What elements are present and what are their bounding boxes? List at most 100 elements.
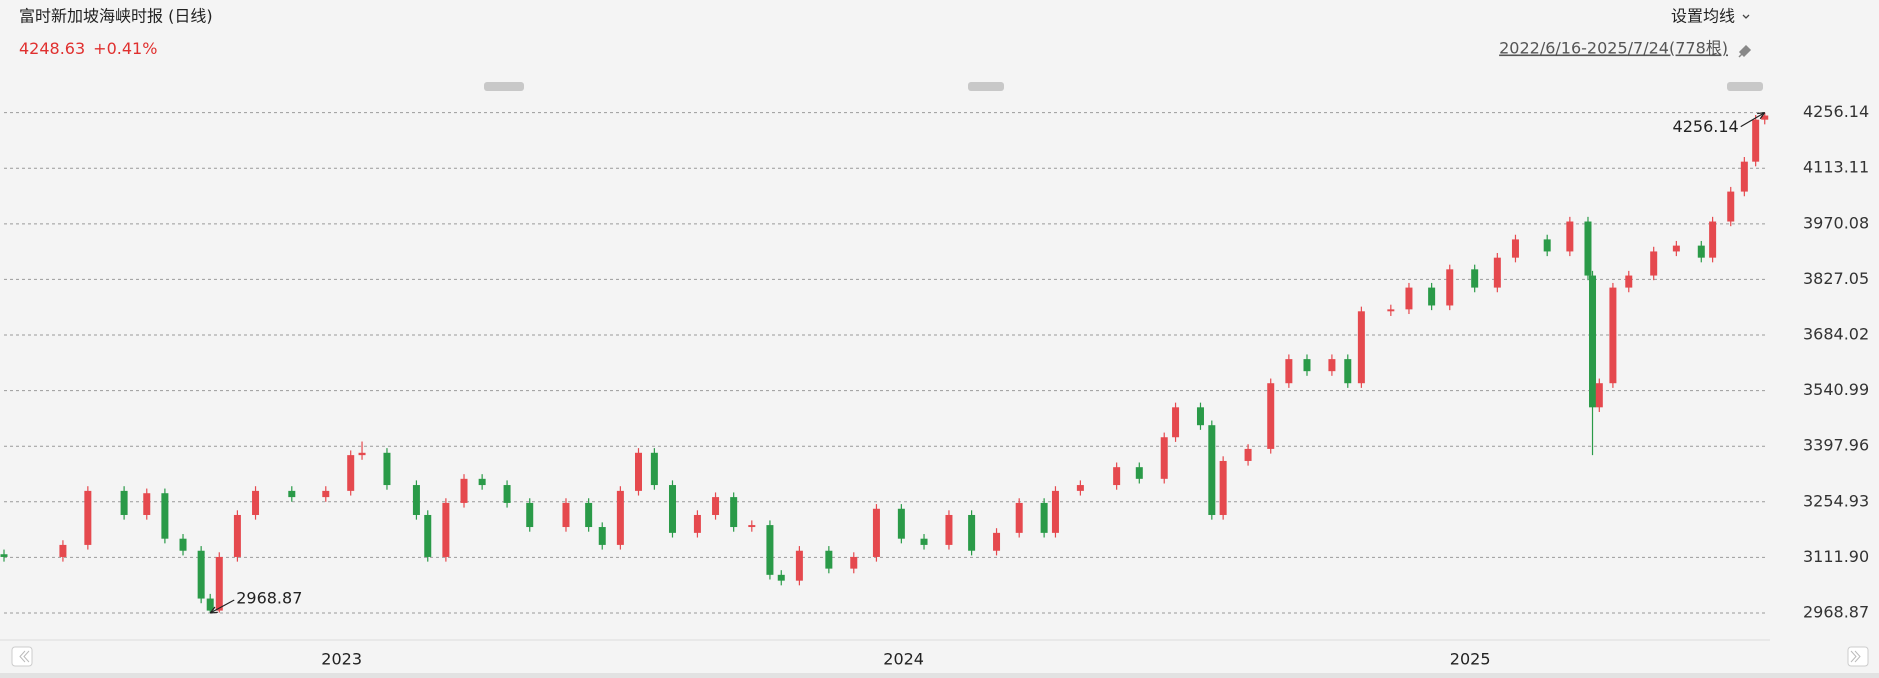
ma-button[interactable]: 设置均线 [1671,7,1735,26]
candle-body [1344,359,1352,384]
candle-body [730,497,738,528]
candle-body [526,502,534,528]
candle-body [920,538,928,545]
candle-body [1493,257,1501,288]
candle-body [1303,359,1311,372]
candle-body [993,532,1001,551]
candle-body [1244,448,1252,461]
candle-body [215,556,223,611]
candle-body [1357,311,1365,384]
candle-body [1405,287,1413,310]
candle-body [1076,485,1084,491]
candle-body [1589,275,1597,408]
candle-body [1761,115,1769,120]
candle-body [850,556,858,569]
candle-body [503,485,511,503]
candle-body [598,527,606,545]
candle-body [668,485,676,533]
y-tick-label: 3397.96 [1803,436,1869,455]
candle-body [460,478,468,503]
candle-body [424,514,432,557]
candle-body [766,525,774,575]
candle-body [1446,269,1454,306]
candle-body [693,514,701,533]
candle-body [795,550,803,581]
candle-body [1584,221,1592,276]
annotation-arrowhead [1757,112,1766,120]
scroll-right-icon [1850,650,1861,663]
candle-body [412,485,420,515]
chart-title: 富时新加坡海峡时报 (日线) [19,7,213,26]
y-tick-label: 2968.87 [1803,602,1869,621]
candle-body [1135,467,1143,479]
candle-body [1219,460,1227,515]
candle-body [347,455,355,491]
candle-body [120,490,128,515]
candle-body [478,478,486,486]
candle-body [383,452,391,486]
candle-body [143,493,151,515]
candle-body [161,493,169,539]
candle-body [1172,407,1180,438]
scroll-left[interactable] [11,646,33,667]
candle-body [1428,287,1436,306]
candle-body [1051,490,1059,533]
candle-body [1672,245,1680,252]
annotation-arrowhead [209,606,218,614]
candle-body [777,574,785,581]
candle-body [1387,309,1395,312]
annotation-label: 4256.14 [1673,117,1739,136]
x-tick-label: 2023 [321,650,362,669]
candle-body [1196,407,1204,426]
candle-body [1650,251,1658,276]
date-range[interactable]: 2022/6/16-2025/7/24(778根) [1499,39,1728,58]
candle-body [358,452,366,456]
candle-body [322,490,330,498]
candle-body [0,554,8,557]
candle-body [1015,502,1023,533]
scroll-left-icon [19,650,30,663]
pin-icon[interactable] [1738,44,1752,58]
change: +0.41% [93,39,157,58]
candle-body [945,514,953,545]
candle-body [616,490,624,545]
candle-body [1752,119,1760,162]
candle-body [968,514,976,551]
candle-body [748,525,756,528]
candle-body [1740,161,1748,192]
candle-body [1040,502,1048,533]
y-tick-label: 3684.02 [1803,325,1869,344]
candle-body [179,538,187,551]
y-tick-label: 4113.11 [1803,158,1869,177]
candle-body [1709,221,1717,258]
candle-body [825,550,833,569]
candle-body [1595,383,1603,408]
candle-body [1160,437,1168,479]
candle-body [562,502,570,528]
candle-body [442,502,450,557]
annotation-arrow [1740,112,1766,128]
candle-body [1511,239,1519,258]
candle-body [1471,269,1479,288]
y-tick-label: 3970.08 [1803,213,1869,232]
candle-body [1113,467,1121,486]
candle-body [712,497,720,515]
candle-body [288,490,296,498]
y-tick-label: 3540.99 [1803,380,1869,399]
candle-body [1625,275,1633,288]
scroll-right[interactable] [1847,646,1869,667]
scrollbar[interactable] [0,673,1879,678]
candle-body [650,452,658,486]
candle-body [1609,287,1617,384]
y-tick-label: 3111.90 [1803,547,1869,566]
candle-body [1285,359,1293,384]
candle-body [206,598,214,611]
candle-body [252,490,260,515]
x-tick-label: 2024 [883,650,924,669]
y-tick-label: 4256.14 [1803,102,1869,121]
watermark [484,82,524,91]
annotation-label: 2968.87 [236,588,302,607]
